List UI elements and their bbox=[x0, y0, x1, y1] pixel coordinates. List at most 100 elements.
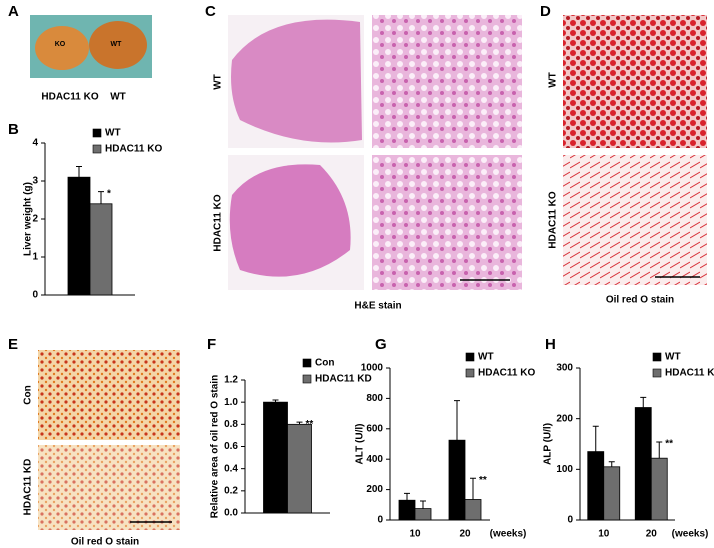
legend-label: Con bbox=[315, 358, 334, 369]
y-tick-label: 0.6 bbox=[224, 441, 238, 452]
row-label: Con bbox=[23, 385, 34, 404]
bar bbox=[67, 176, 91, 296]
caption: Oil red O stain bbox=[71, 537, 139, 548]
y-axis-label: ALP (U/l) bbox=[543, 423, 554, 465]
error-bar bbox=[76, 166, 82, 178]
row-label: HDAC11 KO bbox=[548, 191, 559, 248]
image bbox=[372, 15, 522, 148]
significance: ** bbox=[479, 475, 487, 486]
bar bbox=[650, 457, 668, 521]
legend-label: WT bbox=[665, 352, 681, 363]
y-tick-label: 1.2 bbox=[224, 375, 238, 386]
error-bar bbox=[272, 399, 279, 403]
panel-letter: F bbox=[207, 336, 216, 353]
caption: H&E stain bbox=[354, 301, 401, 312]
y-tick-label: 300 bbox=[556, 363, 573, 374]
error-bar bbox=[608, 461, 615, 467]
bar bbox=[287, 423, 312, 514]
y-tick-label: 0.0 bbox=[224, 508, 238, 519]
x-tick-label: 20 bbox=[459, 529, 471, 540]
tissue bbox=[229, 164, 351, 277]
liver bbox=[89, 21, 147, 69]
x-axis-label: (weeks) bbox=[490, 529, 527, 540]
y-tick-label: 0.8 bbox=[224, 419, 238, 430]
error-bar bbox=[296, 421, 303, 425]
error-bar bbox=[98, 191, 104, 204]
panel-letter: A bbox=[8, 3, 19, 20]
photo-label: KO bbox=[55, 41, 66, 48]
y-tick-label: 0 bbox=[32, 290, 38, 301]
y-axis-label: Liver weight (g) bbox=[23, 182, 34, 256]
legend-swatch bbox=[652, 352, 662, 362]
y-axis-label: Relative area of oil red O stain bbox=[210, 375, 221, 518]
y-tick-label: 800 bbox=[366, 393, 383, 404]
y-tick-label: 0.2 bbox=[224, 485, 238, 496]
y-tick-label: 1.0 bbox=[224, 397, 238, 408]
y-tick-label: 600 bbox=[366, 423, 383, 434]
legend-label: HDAC11 KO bbox=[105, 144, 162, 155]
photo-label: WT bbox=[111, 41, 123, 48]
significance: * bbox=[107, 188, 111, 199]
image bbox=[563, 15, 707, 148]
y-tick-label: 4 bbox=[32, 138, 38, 149]
bar bbox=[89, 203, 113, 296]
y-tick-label: 3 bbox=[32, 176, 38, 187]
y-tick-label: 100 bbox=[556, 464, 573, 475]
bar bbox=[398, 499, 416, 521]
y-tick-label: 2 bbox=[32, 214, 38, 225]
bar bbox=[448, 439, 466, 521]
legend-swatch bbox=[465, 368, 475, 378]
y-tick-label: 0 bbox=[377, 515, 383, 526]
legend-swatch bbox=[465, 352, 475, 362]
y-tick-label: 0 bbox=[567, 515, 573, 526]
y-tick-label: 1000 bbox=[361, 363, 384, 374]
significance: ** bbox=[306, 419, 314, 430]
x-tick-label: 10 bbox=[409, 529, 421, 540]
row-label: HDAC11 KO bbox=[213, 194, 224, 251]
error-bar bbox=[592, 425, 599, 452]
bar bbox=[587, 451, 605, 521]
y-tick-label: 200 bbox=[366, 484, 383, 495]
bar bbox=[634, 407, 652, 521]
significance: ** bbox=[665, 439, 673, 450]
y-tick-label: 0.4 bbox=[224, 463, 238, 474]
panel-letter: H bbox=[545, 336, 556, 353]
bar bbox=[603, 466, 621, 521]
image bbox=[38, 350, 180, 440]
bar bbox=[263, 401, 288, 514]
caption: WT bbox=[110, 92, 126, 103]
legend-swatch bbox=[652, 368, 662, 378]
legend-swatch bbox=[302, 358, 312, 368]
error-bar bbox=[470, 477, 476, 500]
panel-letter: G bbox=[375, 336, 387, 353]
panel-letter: C bbox=[205, 3, 216, 20]
error-bar bbox=[454, 400, 460, 441]
row-label: HDAC11 KD bbox=[23, 459, 34, 516]
panel-letter: D bbox=[540, 3, 551, 20]
x-axis-label: (weeks) bbox=[672, 529, 709, 540]
caption: HDAC11 KO bbox=[41, 92, 98, 103]
tissue bbox=[231, 19, 362, 143]
error-bar bbox=[640, 396, 647, 408]
row-label: WT bbox=[213, 74, 224, 90]
y-tick-label: 200 bbox=[556, 413, 573, 424]
legend-swatch bbox=[92, 144, 102, 154]
image bbox=[38, 445, 180, 530]
image bbox=[372, 155, 522, 290]
x-tick-label: 10 bbox=[598, 529, 610, 540]
y-tick-label: 1 bbox=[32, 252, 38, 263]
legend-swatch bbox=[302, 374, 312, 384]
bar bbox=[464, 499, 482, 521]
legend-label: HDAC11 KD bbox=[315, 374, 372, 385]
error-bar bbox=[420, 500, 426, 509]
caption: Oil red O stain bbox=[606, 295, 674, 306]
bar bbox=[414, 508, 432, 521]
legend-label: HDAC11 KO bbox=[665, 368, 714, 379]
image bbox=[563, 155, 707, 285]
y-tick-label: 400 bbox=[366, 454, 383, 465]
error-bar bbox=[404, 492, 410, 501]
liver bbox=[35, 26, 89, 70]
row-label: WT bbox=[548, 72, 559, 88]
x-tick-label: 20 bbox=[646, 529, 658, 540]
